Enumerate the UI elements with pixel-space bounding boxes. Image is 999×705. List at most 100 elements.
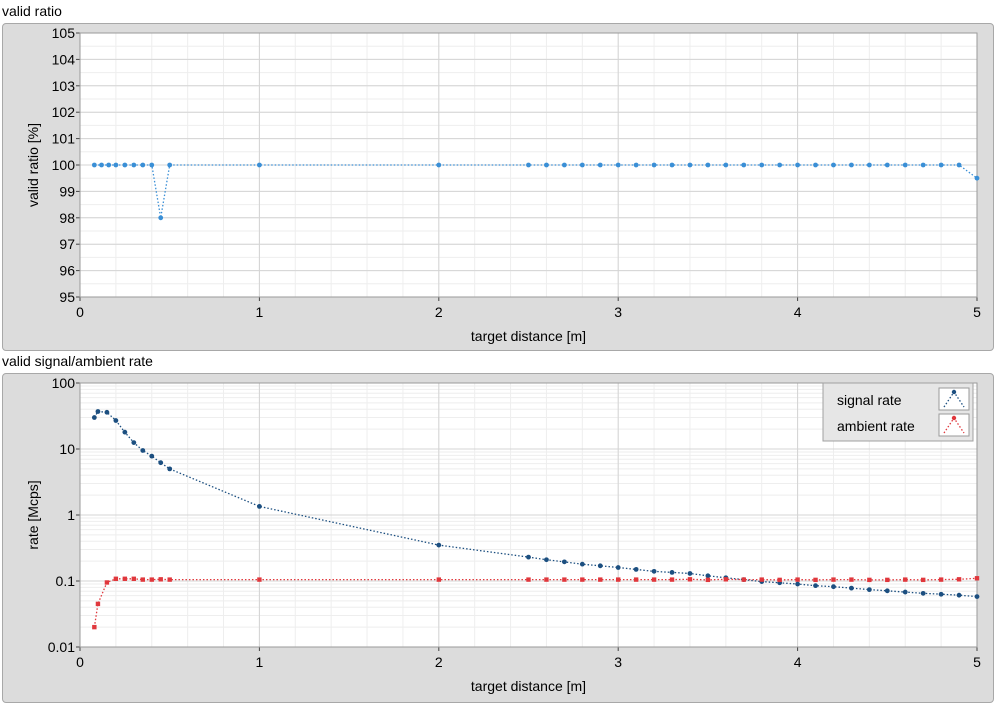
x-tick-label: 0 bbox=[76, 654, 84, 670]
legend-swatch-marker bbox=[951, 389, 957, 395]
data-point bbox=[598, 577, 603, 582]
x-tick-label: 0 bbox=[76, 304, 84, 320]
data-point bbox=[436, 162, 442, 168]
x-tick-label: 3 bbox=[614, 304, 622, 320]
data-point bbox=[920, 577, 926, 583]
data-point bbox=[131, 440, 137, 446]
data-point bbox=[795, 577, 800, 582]
data-point bbox=[795, 581, 800, 587]
data-point bbox=[544, 557, 549, 563]
data-point bbox=[651, 162, 657, 168]
series-1 bbox=[92, 576, 980, 630]
data-point bbox=[669, 569, 675, 575]
data-point bbox=[544, 162, 549, 168]
data-point bbox=[831, 577, 836, 582]
data-point bbox=[104, 409, 110, 415]
x-tick-label: 1 bbox=[256, 304, 264, 320]
chart-title-valid-ratio: valid ratio bbox=[2, 3, 62, 19]
data-point bbox=[149, 162, 155, 168]
data-point bbox=[956, 592, 962, 598]
data-point bbox=[741, 162, 747, 168]
data-point bbox=[866, 162, 872, 168]
y-tick-label: 0.1 bbox=[56, 573, 76, 589]
data-point bbox=[580, 577, 585, 582]
x-axis-label: target distance [m] bbox=[471, 328, 586, 344]
data-point bbox=[113, 162, 119, 168]
data-point bbox=[759, 162, 765, 168]
data-point bbox=[149, 577, 154, 582]
data-point bbox=[813, 577, 818, 583]
data-point bbox=[687, 162, 693, 168]
data-point bbox=[813, 583, 818, 589]
data-point bbox=[813, 162, 818, 168]
y-axis-label: valid ratio [%] bbox=[25, 123, 41, 207]
data-point bbox=[167, 577, 172, 582]
data-point bbox=[167, 466, 173, 472]
data-point bbox=[974, 594, 980, 600]
data-point bbox=[669, 577, 675, 582]
data-point bbox=[158, 215, 164, 221]
data-point bbox=[687, 571, 693, 576]
y-tick-label: 10 bbox=[59, 441, 75, 457]
y-tick-label: 0.01 bbox=[48, 639, 75, 655]
data-point bbox=[938, 577, 944, 582]
data-point bbox=[849, 585, 854, 591]
x-tick-label: 5 bbox=[973, 304, 981, 320]
data-point bbox=[436, 577, 441, 582]
x-tick-label: 2 bbox=[435, 654, 443, 670]
data-point bbox=[257, 162, 262, 168]
data-point bbox=[106, 162, 112, 168]
y-tick-label: 95 bbox=[59, 289, 75, 305]
data-point bbox=[122, 576, 128, 581]
data-point bbox=[633, 577, 639, 582]
y-tick-label: 102 bbox=[52, 104, 76, 120]
y-tick-label: 1 bbox=[67, 507, 75, 523]
data-point bbox=[436, 542, 442, 548]
y-tick-label: 100 bbox=[52, 375, 76, 391]
data-point bbox=[526, 162, 531, 168]
data-point bbox=[158, 460, 164, 466]
data-point bbox=[616, 577, 621, 582]
data-point bbox=[597, 162, 603, 168]
data-point bbox=[561, 162, 567, 168]
series-0 bbox=[91, 409, 980, 600]
data-point bbox=[526, 554, 531, 560]
data-point bbox=[104, 580, 110, 585]
x-tick-label: 4 bbox=[794, 654, 802, 670]
data-point bbox=[91, 162, 97, 168]
x-axis-label: target distance [m] bbox=[471, 678, 586, 694]
data-point bbox=[91, 415, 97, 420]
data-point bbox=[831, 584, 836, 590]
data-point bbox=[741, 577, 746, 582]
y-tick-label: 101 bbox=[52, 131, 76, 147]
y-axis-label: rate [Mcps] bbox=[25, 480, 41, 549]
y-tick-label: 103 bbox=[52, 78, 76, 94]
data-point bbox=[831, 162, 836, 168]
series-0 bbox=[91, 162, 980, 221]
chart-title-rate: valid signal/ambient rate bbox=[2, 353, 153, 369]
data-point bbox=[615, 162, 621, 168]
data-point bbox=[723, 577, 729, 582]
data-point bbox=[99, 162, 104, 168]
y-tick-label: 96 bbox=[59, 263, 75, 279]
data-point bbox=[687, 577, 693, 582]
data-point bbox=[723, 162, 729, 168]
data-point bbox=[579, 561, 585, 567]
legend-swatch bbox=[938, 413, 970, 437]
data-point bbox=[92, 624, 97, 630]
data-point bbox=[579, 162, 585, 168]
data-point bbox=[669, 162, 675, 168]
plot-border bbox=[79, 382, 978, 648]
legend-swatch-marker bbox=[951, 415, 957, 421]
data-point bbox=[113, 576, 119, 581]
legend-swatch bbox=[938, 387, 970, 411]
data-point bbox=[866, 587, 872, 593]
data-point bbox=[920, 590, 926, 596]
data-point bbox=[920, 162, 926, 168]
legend: signal rate ambient rate bbox=[822, 382, 974, 442]
x-tick-label: 5 bbox=[973, 654, 981, 670]
data-point bbox=[777, 577, 782, 583]
data-point bbox=[633, 162, 639, 168]
y-tick-label: 98 bbox=[59, 210, 75, 226]
